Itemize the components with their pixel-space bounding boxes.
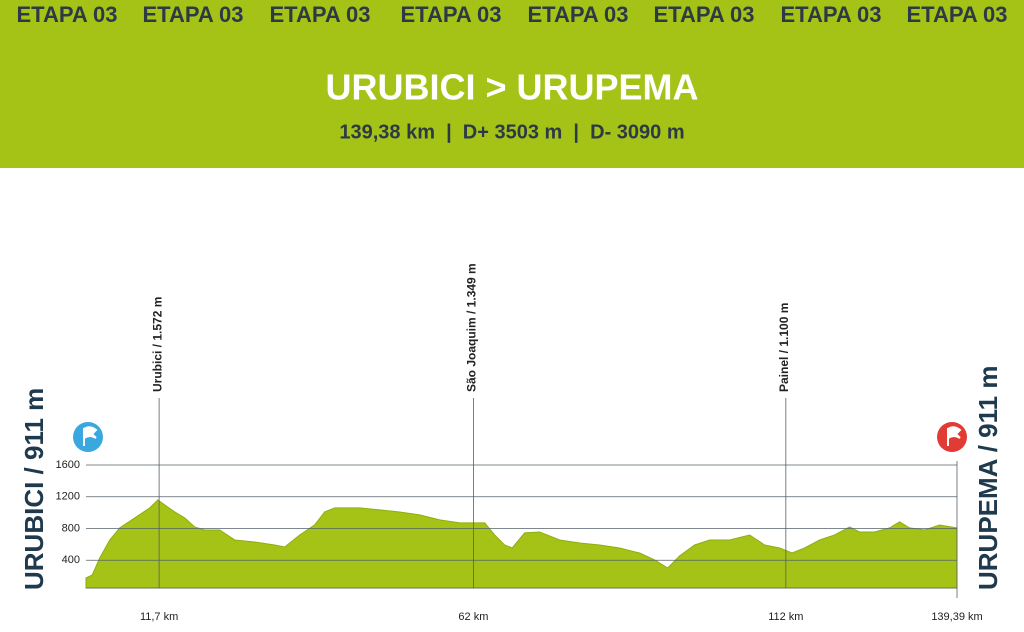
banner-text: ETAPA 03 — [906, 2, 1007, 27]
banner-text: ETAPA 03 — [400, 2, 501, 27]
x-tick-label: 11,7 km — [140, 611, 178, 623]
banner-text: ETAPA 03 — [142, 2, 243, 27]
waypoint-label: Painel / 1.100 m — [777, 303, 791, 392]
x-tick-label: 112 km — [768, 611, 803, 623]
end-flag — [937, 422, 967, 452]
end-label: URUPEMA / 911 m — [973, 366, 1003, 590]
y-tick-label: 800 — [62, 522, 80, 534]
banner-text: ETAPA 03 — [780, 2, 881, 27]
title: URUBICI > URUPEMA — [325, 67, 698, 108]
banner-text: ETAPA 03 — [16, 2, 117, 27]
elevation-area — [85, 499, 958, 589]
subtitle: 139,38 km | D+ 3503 m | D- 3090 m — [339, 121, 684, 143]
y-tick-label: 1600 — [56, 459, 80, 471]
banner-text: ETAPA 03 — [527, 2, 628, 27]
banner-text: ETAPA 03 — [269, 2, 370, 27]
banner-text: ETAPA 03 — [653, 2, 754, 27]
x-tick-label: 139,39 km — [931, 611, 982, 623]
y-tick-label: 1200 — [56, 491, 80, 503]
y-tick-label: 400 — [62, 554, 80, 566]
start-label: URUBICI / 911 m — [19, 388, 49, 590]
waypoint-label: São Joaquim / 1.349 m — [465, 263, 479, 392]
start-flag — [73, 422, 103, 452]
header-band — [0, 0, 1024, 168]
waypoint-label: Urubici / 1.572 m — [150, 297, 164, 392]
x-tick-label: 62 km — [458, 611, 488, 623]
